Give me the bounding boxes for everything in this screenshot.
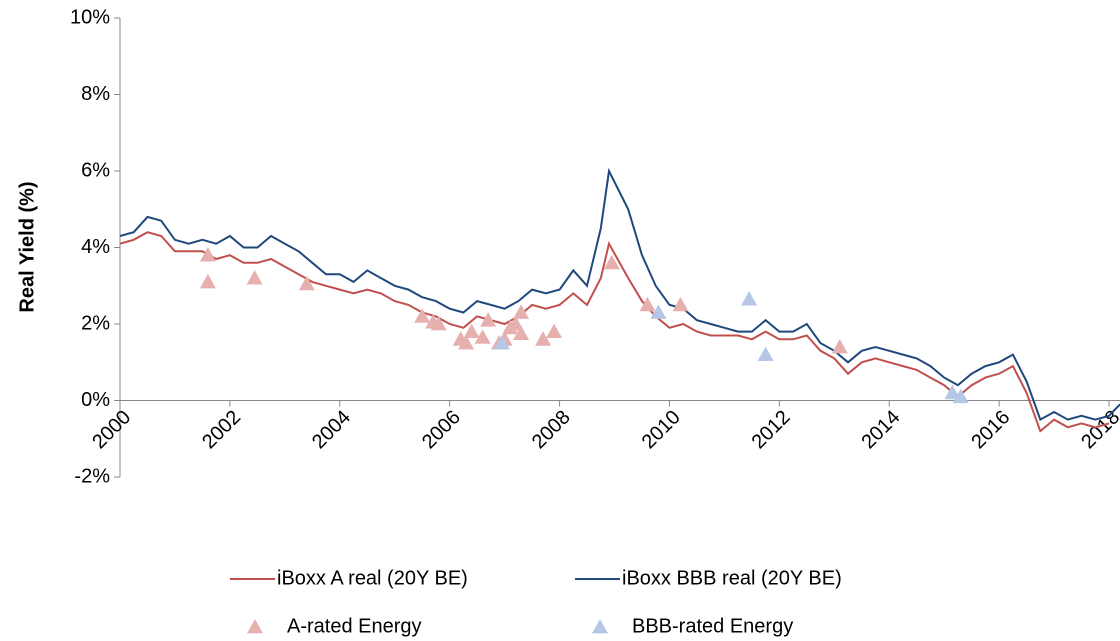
legend-label: A-rated Energy [287, 615, 422, 637]
point [474, 329, 491, 344]
point [480, 312, 497, 327]
point [757, 346, 774, 361]
point [650, 304, 667, 319]
point [535, 331, 552, 346]
y-tick-label: 8% [81, 83, 110, 105]
line [119, 167, 1120, 422]
point [458, 335, 475, 350]
legend-item: BBB-rated Energy [592, 615, 793, 637]
point [430, 316, 447, 331]
point [603, 254, 620, 270]
legend-label: BBB-rated Energy [632, 615, 793, 637]
point [513, 304, 530, 319]
point [741, 291, 758, 306]
line [119, 231, 1110, 433]
point [199, 247, 216, 262]
legend-label: iBoxx BBB real (20Y BE) [622, 567, 842, 589]
point [672, 296, 689, 312]
x-tick-label: 2016 [967, 406, 1014, 453]
x-tick-label: 2010 [638, 406, 685, 453]
x-tick-label: 2006 [418, 406, 465, 453]
x-tick-label: 2000 [88, 406, 135, 453]
point [414, 308, 431, 323]
y-tick-label: 2% [81, 312, 110, 334]
legend-item: iBoxx A real (20Y BE) [230, 567, 468, 589]
legend-item: iBoxx BBB real (20Y BE) [575, 567, 842, 589]
point [639, 296, 656, 312]
y-tick-label: 4% [81, 236, 110, 258]
point [298, 275, 315, 291]
legend-item: A-rated Energy [247, 615, 422, 637]
point [952, 388, 969, 404]
legend-swatch [247, 619, 263, 634]
point [513, 325, 530, 340]
x-tick-label: 2018 [1077, 406, 1120, 453]
point [831, 338, 848, 354]
legend-swatch [592, 619, 608, 634]
y-tick-label: -2% [74, 465, 110, 487]
point [493, 335, 510, 350]
point [507, 316, 524, 331]
y-tick-label: 10% [70, 6, 110, 28]
legend-label: iBoxx A real (20Y BE) [277, 567, 468, 589]
point [944, 384, 961, 400]
x-tick-label: 2002 [198, 406, 245, 453]
x-tick-label: 2008 [528, 406, 575, 453]
x-tick-label: 2004 [308, 406, 355, 453]
point [463, 323, 480, 339]
point [246, 270, 263, 285]
y-tick-label: 6% [81, 159, 110, 181]
point [546, 323, 563, 339]
y-axis-label: Real Yield (%) [16, 181, 38, 312]
x-tick-label: 2014 [857, 406, 904, 453]
x-tick-label: 2012 [748, 406, 795, 453]
point [199, 273, 216, 289]
y-tick-label: 0% [81, 389, 110, 411]
